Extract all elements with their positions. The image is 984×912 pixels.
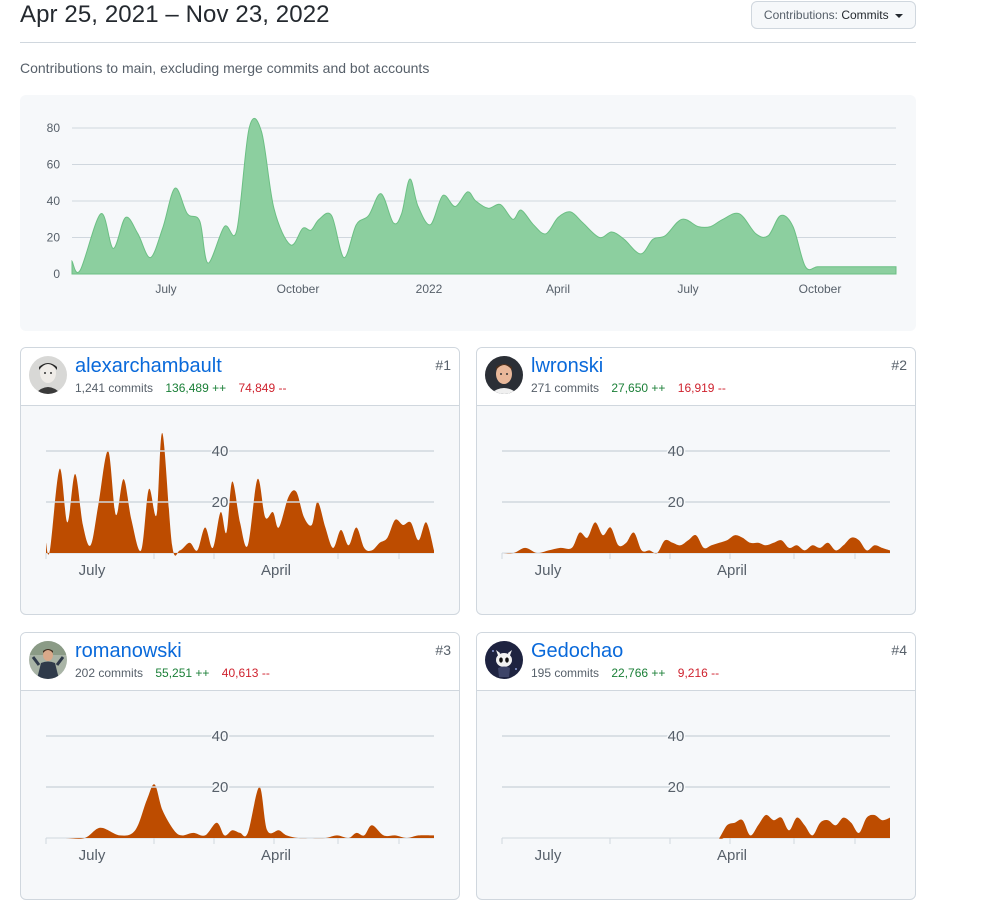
contributions-value: Commits: [841, 8, 889, 22]
additions-count: 27,650 ++: [611, 381, 666, 395]
commit-count: 202 commits: [75, 666, 144, 680]
y-tick-label: 20: [212, 779, 229, 796]
deletions-count: 74,849 --: [238, 381, 287, 395]
y-tick-label: 20: [47, 231, 61, 245]
username-link[interactable]: Gedochao: [531, 640, 624, 662]
y-tick-label: 20: [668, 494, 685, 511]
x-tick-label: April: [717, 562, 747, 579]
additions-count: 55,251 ++: [155, 666, 210, 680]
rank-badge: #1: [435, 357, 451, 373]
contributor-stats: 202 commits 55,251 ++ 40,613 --: [75, 666, 270, 680]
deletions-count: 40,613 --: [221, 666, 270, 680]
contributor-chart[interactable]: 40 20 July April: [477, 690, 915, 899]
commits-area: [502, 814, 890, 839]
commit-count: 195 commits: [531, 666, 600, 680]
commit-count: 1,241 commits: [75, 381, 154, 395]
avatar-gedochao[interactable]: [485, 641, 523, 679]
caret-down-icon: [895, 13, 903, 18]
contributions-dropdown[interactable]: Contributions: Commits: [750, 1, 916, 29]
deletions-count: 9,216 --: [677, 666, 720, 680]
contributor-card-4: Gedochao 195 commits 22,766 ++ 9,216 -- …: [476, 632, 916, 900]
contributor-chart[interactable]: 40 20 July April: [21, 405, 459, 614]
y-tick-label: 40: [212, 443, 229, 460]
x-tick-label: April: [546, 282, 570, 296]
x-tick-label: July: [155, 282, 176, 296]
x-tick-label: April: [261, 847, 291, 864]
main-contributions-chart[interactable]: 0 20 40 60 80 July October 2022 April July October: [20, 95, 916, 331]
rank-badge: #2: [891, 357, 907, 373]
contributor-card-3: romanowski 202 commits 55,251 ++ 40,613 …: [20, 632, 460, 900]
x-tick-label: July: [677, 282, 698, 296]
commits-area: [46, 784, 434, 839]
x-tick-label: April: [717, 847, 747, 864]
y-tick-label: 20: [212, 494, 229, 511]
contributor-card-2: lwronski 271 commits 27,650 ++ 16,919 --…: [476, 347, 916, 615]
commit-count: 271 commits: [531, 381, 600, 395]
x-tick-label: April: [261, 562, 291, 579]
x-tick-label: 2022: [416, 282, 443, 296]
avatar-romanowski[interactable]: [29, 641, 67, 679]
y-tick-label: 40: [212, 728, 229, 745]
page-header: Apr 25, 2021 – Nov 23, 2022 Contribution…: [20, 0, 916, 43]
x-tick-label: July: [535, 847, 562, 864]
chart-subtitle: Contributions to main, excluding merge c…: [20, 60, 430, 76]
card-header: lwronski 271 commits 27,650 ++ 16,919 --…: [477, 348, 915, 406]
additions-count: 136,489 ++: [165, 381, 227, 395]
username-link[interactable]: lwronski: [531, 355, 604, 377]
username-link[interactable]: romanowski: [75, 640, 182, 662]
y-tick-label: 0: [53, 267, 60, 281]
card-header: Gedochao 195 commits 22,766 ++ 9,216 -- …: [477, 633, 915, 691]
card-header: romanowski 202 commits 55,251 ++ 40,613 …: [21, 633, 459, 691]
x-tick-label: July: [79, 847, 106, 864]
deletions-count: 16,919 --: [677, 381, 726, 395]
contributions-label: Contributions:: [763, 8, 838, 22]
card-header: alexarchambault 1,241 commits 136,489 ++…: [21, 348, 459, 406]
avatar-lwronski[interactable]: [485, 356, 523, 394]
x-tick-label: July: [535, 562, 562, 579]
avatar-alexarchambault[interactable]: [29, 356, 67, 394]
commits-area: [502, 522, 890, 554]
main-chart-svg: 0 20 40 60 80 July October 2022 April July October: [47, 117, 897, 296]
y-tick-label: 40: [668, 443, 685, 460]
commits-area: [71, 117, 897, 275]
contributor-stats: 1,241 commits 136,489 ++ 74,849 --: [75, 381, 286, 395]
username-link[interactable]: alexarchambault: [75, 355, 222, 377]
y-tick-label: 20: [668, 779, 685, 796]
y-tick-label: 40: [47, 194, 61, 208]
rank-badge: #4: [891, 642, 907, 658]
y-tick-label: 80: [47, 121, 61, 135]
additions-count: 22,766 ++: [611, 666, 666, 680]
contributor-chart[interactable]: 40 20 July April: [477, 405, 915, 614]
x-tick-label: July: [79, 562, 106, 579]
y-tick-label: 60: [47, 158, 61, 172]
contributor-card-1: alexarchambault 1,241 commits 136,489 ++…: [20, 347, 460, 615]
contributor-stats: 271 commits 27,650 ++ 16,919 --: [531, 381, 726, 395]
rank-badge: #3: [435, 642, 451, 658]
y-tick-label: 40: [668, 728, 685, 745]
x-tick-label: October: [277, 282, 320, 296]
contributor-stats: 195 commits 22,766 ++ 9,216 --: [531, 666, 719, 680]
x-tick-label: October: [799, 282, 842, 296]
contributor-chart[interactable]: 40 20 July April: [21, 690, 459, 899]
date-range-title: Apr 25, 2021 – Nov 23, 2022: [20, 1, 330, 28]
commits-area: [46, 432, 434, 556]
